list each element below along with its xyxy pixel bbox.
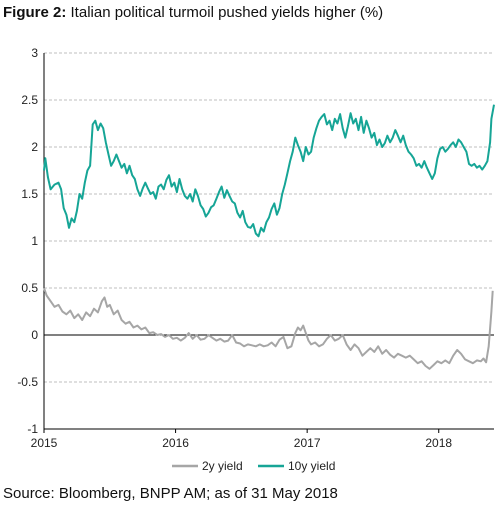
x-tick-label: 2018 bbox=[425, 436, 452, 450]
y-tick-label: -1 bbox=[27, 422, 38, 436]
legend: 2y yield 10y yield bbox=[172, 459, 335, 473]
gridlines bbox=[44, 52, 494, 430]
figure-number: Figure 2: bbox=[3, 4, 67, 21]
series-line-2y-yield bbox=[43, 287, 494, 370]
series-lines bbox=[43, 104, 495, 370]
series-line-10y-yield bbox=[43, 104, 495, 238]
y-tick-label: 2.5 bbox=[21, 93, 38, 107]
y-tick-label: 2 bbox=[31, 140, 38, 154]
y-tick-label: -0.5 bbox=[17, 375, 38, 389]
y-tick-label: 3 bbox=[31, 46, 38, 60]
chart-title: Italian political turmoil pushed yields … bbox=[70, 4, 384, 21]
x-tick-label: 2017 bbox=[294, 436, 321, 450]
legend-label-10y-yield: 10y yield bbox=[288, 459, 335, 473]
y-tick-label: 1 bbox=[31, 234, 38, 248]
legend-label-2y-yield: 2y yield bbox=[202, 459, 243, 473]
x-tick-label: 2016 bbox=[162, 436, 189, 450]
y-tick-label: 0 bbox=[31, 328, 38, 342]
x-tick-label: 2015 bbox=[31, 436, 58, 450]
y-tick-label: 0.5 bbox=[21, 281, 38, 295]
source-note: Source: Bloomberg, BNPP AM; as of 31 May… bbox=[3, 485, 338, 502]
figure-title: Figure 2: Italian political turmoil push… bbox=[3, 4, 383, 21]
y-tick-label: 1.5 bbox=[21, 187, 38, 201]
